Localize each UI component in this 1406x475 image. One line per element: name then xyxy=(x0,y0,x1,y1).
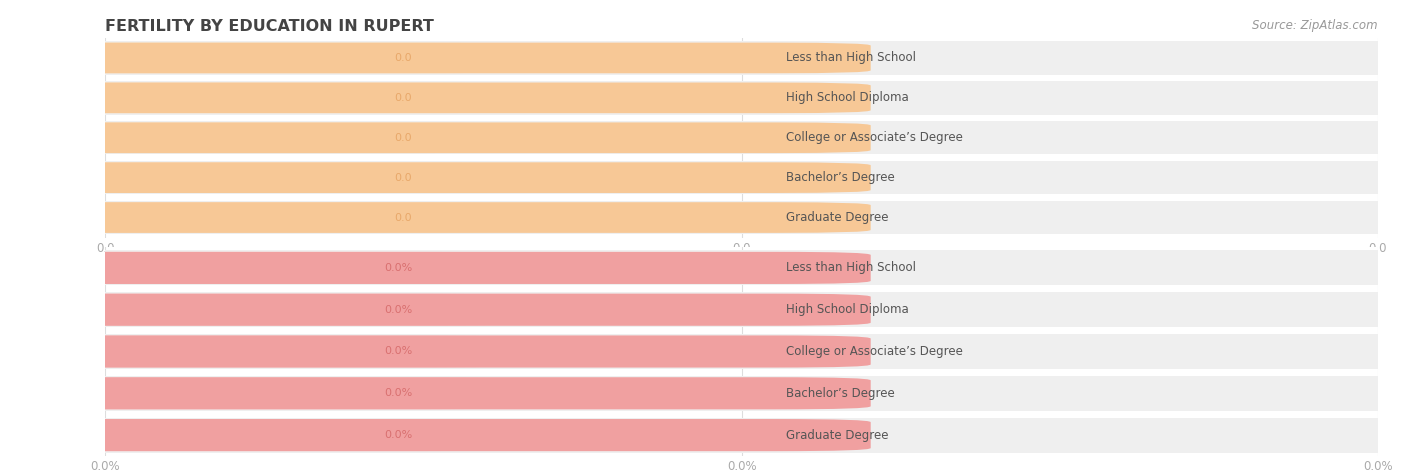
FancyBboxPatch shape xyxy=(11,43,870,73)
Text: Bachelor’s Degree: Bachelor’s Degree xyxy=(786,387,896,400)
Text: College or Associate’s Degree: College or Associate’s Degree xyxy=(786,345,963,358)
Text: High School Diploma: High School Diploma xyxy=(786,91,908,104)
Text: Bachelor’s Degree: Bachelor’s Degree xyxy=(786,171,896,184)
FancyBboxPatch shape xyxy=(11,43,512,73)
Text: 0.0%: 0.0% xyxy=(384,346,412,357)
FancyBboxPatch shape xyxy=(11,294,512,326)
Text: 0.0: 0.0 xyxy=(395,93,412,103)
FancyBboxPatch shape xyxy=(11,377,512,409)
Bar xyxy=(105,161,1378,194)
Text: Less than High School: Less than High School xyxy=(786,51,917,65)
Bar xyxy=(105,201,1378,234)
FancyBboxPatch shape xyxy=(11,377,870,409)
Text: 0.0%: 0.0% xyxy=(384,388,412,399)
FancyBboxPatch shape xyxy=(11,419,512,451)
FancyBboxPatch shape xyxy=(11,202,870,233)
FancyBboxPatch shape xyxy=(11,294,870,326)
Bar xyxy=(105,376,1378,411)
Text: 0.0: 0.0 xyxy=(395,212,412,223)
Text: High School Diploma: High School Diploma xyxy=(786,303,908,316)
Text: 0.0%: 0.0% xyxy=(384,304,412,315)
Text: Graduate Degree: Graduate Degree xyxy=(786,211,889,224)
FancyBboxPatch shape xyxy=(11,252,512,284)
FancyBboxPatch shape xyxy=(11,202,512,233)
Bar xyxy=(105,334,1378,369)
Text: 0.0%: 0.0% xyxy=(384,430,412,440)
FancyBboxPatch shape xyxy=(11,335,512,368)
Text: 0.0: 0.0 xyxy=(395,133,412,143)
Bar xyxy=(105,418,1378,453)
Text: 0.0: 0.0 xyxy=(395,53,412,63)
Text: Source: ZipAtlas.com: Source: ZipAtlas.com xyxy=(1253,19,1378,32)
Bar xyxy=(105,81,1378,114)
FancyBboxPatch shape xyxy=(11,83,512,113)
Text: FERTILITY BY EDUCATION IN RUPERT: FERTILITY BY EDUCATION IN RUPERT xyxy=(105,19,434,34)
Text: Graduate Degree: Graduate Degree xyxy=(786,428,889,442)
Text: 0.0%: 0.0% xyxy=(384,263,412,273)
FancyBboxPatch shape xyxy=(11,162,512,193)
FancyBboxPatch shape xyxy=(11,83,870,113)
Text: Less than High School: Less than High School xyxy=(786,261,917,275)
Bar xyxy=(105,292,1378,327)
FancyBboxPatch shape xyxy=(11,419,870,451)
Text: College or Associate’s Degree: College or Associate’s Degree xyxy=(786,131,963,144)
FancyBboxPatch shape xyxy=(11,252,870,284)
FancyBboxPatch shape xyxy=(11,123,870,153)
Bar xyxy=(105,121,1378,154)
Bar xyxy=(105,250,1378,285)
FancyBboxPatch shape xyxy=(11,335,870,368)
Bar xyxy=(105,41,1378,75)
Text: 0.0: 0.0 xyxy=(395,172,412,183)
FancyBboxPatch shape xyxy=(11,162,870,193)
FancyBboxPatch shape xyxy=(11,123,512,153)
